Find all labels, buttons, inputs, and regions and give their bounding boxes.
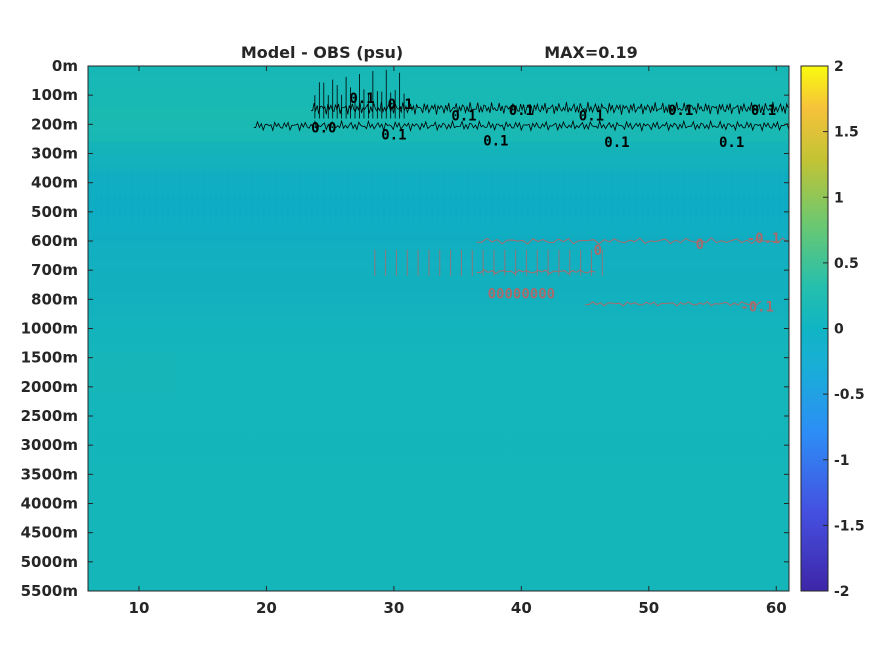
contour-labels: 0.1 0.10.1 0.1 0.1 0.1 0.10.0 0.1 0.1 0.1 0.10 0 -0…	[311, 91, 780, 316]
contour-line	[476, 237, 789, 245]
colorbar: 2 1.5 1 0.5 0 -0.5 -1 -1.5 -2	[800, 59, 865, 600]
contour-label: 0.1	[509, 103, 534, 119]
y-tick-label: 800m	[31, 290, 78, 308]
contour-lines	[253, 69, 790, 307]
max-annotation: MAX=0.19	[544, 43, 638, 62]
contour-label: 0.1	[349, 91, 374, 107]
y-axis: 0m 100m 200m 300m 400m 500m 600m 700m 800m 1000m 1…	[21, 57, 789, 600]
y-tick-label: 0m	[52, 57, 78, 75]
y-tick-label: 4000m	[21, 495, 78, 513]
contour-line	[585, 300, 762, 307]
x-tick-label: 60	[766, 599, 787, 617]
x-tick-label: 50	[638, 599, 659, 617]
y-tick-label: 3000m	[21, 436, 78, 454]
colorbar-tick-label: 1	[834, 190, 844, 206]
y-tick-label: 5000m	[21, 553, 78, 571]
x-tick-label: 30	[383, 599, 404, 617]
colorbar-tick-label: 2	[834, 59, 844, 75]
contour-line	[253, 119, 790, 133]
y-tick-label: 700m	[31, 261, 78, 279]
x-axis: 10 20 30 40 50 60	[129, 66, 787, 617]
contour-label: -0.1	[747, 231, 781, 247]
chart-title: Model - OBS (psu)	[241, 43, 403, 62]
colorbar-tick-label: -1	[834, 453, 850, 469]
contour-label: 0.1	[381, 128, 406, 144]
contour-label: 0.1	[451, 109, 476, 125]
y-tick-label: 3500m	[21, 465, 78, 483]
contour-label: 0.1	[719, 135, 744, 151]
contour-label: 00000000	[488, 287, 555, 303]
contour-label: 0.1	[751, 103, 776, 119]
y-tick-label: 300m	[31, 145, 78, 163]
contour-label: -0.1	[740, 300, 774, 316]
y-tick-label: 400m	[31, 174, 78, 192]
y-tick-label: 600m	[31, 232, 78, 250]
x-tick-label: 40	[511, 599, 532, 617]
colorbar-tick-label: 1.5	[834, 125, 859, 141]
contour-label: 0.1	[604, 135, 629, 151]
contour-label: 0.1	[579, 109, 604, 125]
y-tick-label: 2000m	[21, 378, 78, 396]
x-tick-label: 20	[256, 599, 277, 617]
contour-label: 0	[594, 243, 602, 259]
contour-label: 0.1	[668, 103, 693, 119]
y-tick-label: 100m	[31, 86, 78, 104]
colorbar-tick-label: -1.5	[834, 518, 865, 534]
contour-label: 0.1	[388, 97, 413, 113]
x-tick-label: 10	[129, 599, 150, 617]
contour-label: 0.0	[311, 120, 336, 136]
colorbar-tick-label: -2	[834, 584, 850, 600]
colorbar-tick-label: 0	[834, 322, 844, 338]
y-tick-label: 1000m	[21, 320, 78, 338]
y-tick-label: 200m	[31, 115, 78, 133]
y-tick-label: 5500m	[21, 582, 78, 600]
y-tick-label: 2500m	[21, 407, 78, 425]
colorbar-tick-label: 0.5	[834, 256, 859, 272]
contour-label: 0	[696, 237, 704, 253]
colorbar-tick-label: -0.5	[834, 387, 865, 403]
y-tick-label: 500m	[31, 203, 78, 221]
colorbar-ticks: 2 1.5 1 0.5 0 -0.5 -1 -1.5 -2	[823, 59, 865, 600]
y-tick-label: 4500m	[21, 524, 78, 542]
heatmap-field: 0.1 0.10.1 0.1 0.1 0.1 0.10.0 0.1 0.1 0.1 0.10 0 -0…	[87, 65, 790, 592]
y-tick-label: 1500m	[21, 349, 78, 367]
contour-label: 0.1	[483, 133, 508, 149]
contour-line	[476, 269, 596, 275]
